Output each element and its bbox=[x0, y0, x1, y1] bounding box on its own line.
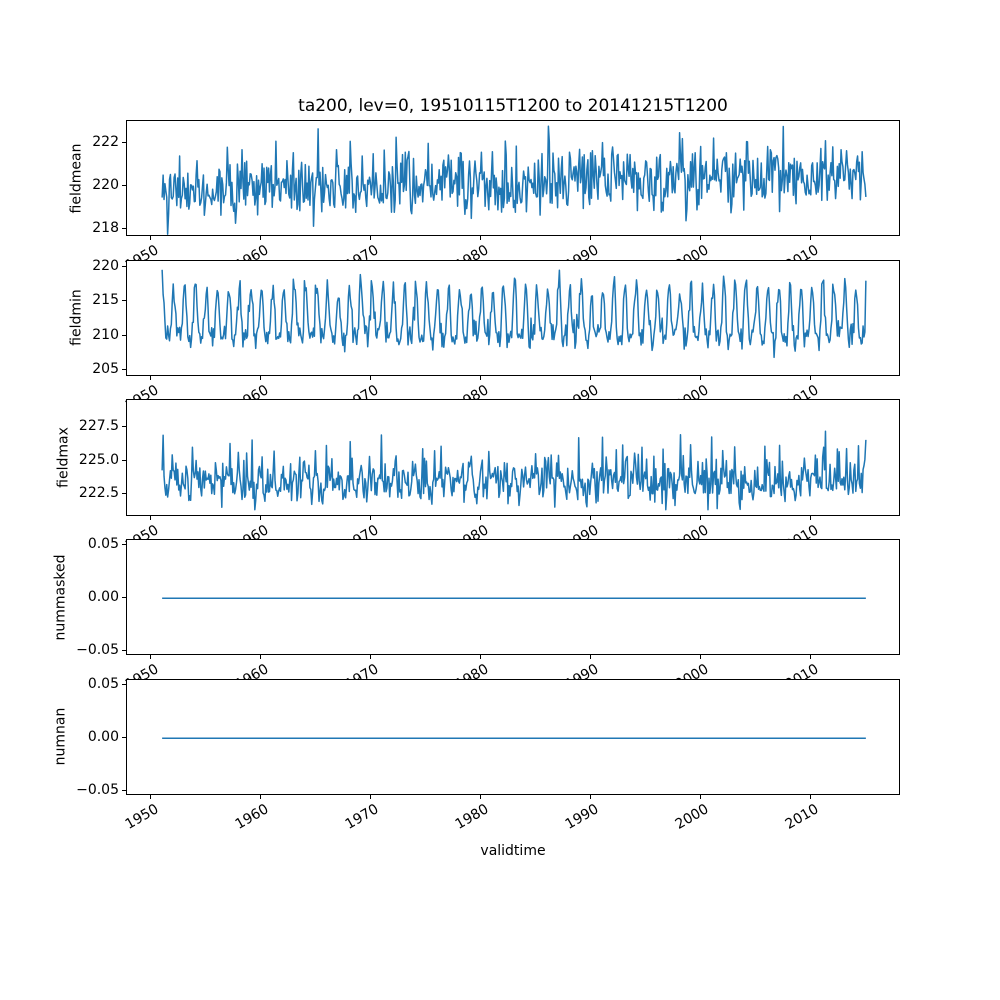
axes-fieldmean bbox=[126, 120, 900, 237]
x-tick-mark bbox=[259, 655, 261, 660]
axes-fieldmin bbox=[126, 259, 900, 377]
x-tick-label: 2000 bbox=[672, 801, 712, 833]
y-tick-mark bbox=[122, 141, 126, 143]
y-tick-mark bbox=[122, 684, 126, 685]
y-tick-mark bbox=[122, 736, 126, 738]
x-tick-mark bbox=[369, 795, 371, 800]
y-tick-mark bbox=[122, 459, 126, 461]
y-tick-mark bbox=[122, 650, 126, 652]
x-tick-label: 1990 bbox=[562, 801, 602, 833]
y-tick-label: −0.05 bbox=[76, 781, 119, 798]
axes-numnan bbox=[126, 678, 900, 796]
x-tick-mark bbox=[479, 655, 481, 660]
y-tick-label: 0.05 bbox=[87, 676, 119, 692]
y-tick-mark bbox=[122, 265, 126, 267]
y-tick-label: 0.05 bbox=[87, 536, 119, 553]
x-tick-mark bbox=[369, 376, 371, 381]
x-tick-label: 1950 bbox=[122, 801, 162, 833]
y-tick-mark bbox=[122, 493, 126, 494]
x-tick-label: 1960 bbox=[232, 801, 272, 833]
x-tick-mark bbox=[259, 795, 261, 800]
y-tick-label: 218 bbox=[92, 219, 119, 236]
y-tick-label: 220 bbox=[92, 176, 119, 193]
y-tick-label: 215 bbox=[92, 292, 119, 309]
x-tick-mark bbox=[590, 655, 592, 660]
x-tick-mark bbox=[479, 376, 481, 381]
y-tick-label: 210 bbox=[92, 326, 119, 343]
x-tick-mark bbox=[259, 236, 261, 241]
x-tick-mark bbox=[259, 515, 261, 520]
x-tick-label: 1980 bbox=[452, 801, 492, 833]
y-tick-mark bbox=[122, 227, 126, 229]
x-axis-label: validtime bbox=[480, 843, 546, 859]
x-tick-mark bbox=[700, 795, 702, 800]
x-tick-mark bbox=[810, 515, 812, 520]
line-plot-fieldmin bbox=[161, 269, 867, 358]
y-tick-mark bbox=[122, 789, 126, 791]
x-tick-mark bbox=[810, 376, 812, 381]
y-tick-label: 0.00 bbox=[87, 589, 119, 606]
x-tick-mark bbox=[810, 655, 812, 660]
y-tick-mark bbox=[122, 300, 126, 302]
y-tick-label: 220 bbox=[92, 257, 119, 274]
y-tick-label: 225.0 bbox=[78, 451, 119, 468]
x-tick-mark bbox=[700, 376, 702, 381]
x-tick-mark bbox=[590, 515, 592, 520]
data-line-fieldmin bbox=[161, 269, 867, 358]
figure-title: ta200, lev=0, 19510115T1200 to 20141215T… bbox=[298, 96, 728, 116]
x-tick-mark bbox=[259, 376, 261, 381]
x-tick-mark bbox=[149, 515, 151, 520]
y-tick-mark bbox=[122, 334, 126, 336]
x-tick-mark bbox=[369, 655, 371, 660]
x-tick-mark bbox=[369, 236, 371, 241]
y-tick-mark bbox=[122, 369, 126, 371]
x-tick-mark bbox=[700, 515, 702, 520]
x-tick-mark bbox=[149, 376, 151, 381]
x-tick-mark bbox=[590, 795, 592, 800]
y-tick-label: 227.5 bbox=[78, 418, 119, 435]
x-tick-mark bbox=[810, 236, 812, 241]
y-tick-label: 0.00 bbox=[87, 728, 119, 745]
x-tick-mark bbox=[810, 795, 812, 800]
line-plot-nummasked bbox=[162, 597, 866, 599]
x-tick-mark bbox=[590, 236, 592, 241]
x-tick-mark bbox=[590, 376, 592, 381]
data-line-fieldmax bbox=[161, 430, 867, 511]
x-tick-mark bbox=[700, 236, 702, 241]
x-tick-mark bbox=[149, 655, 151, 660]
x-tick-label: 1970 bbox=[342, 801, 382, 833]
x-tick-mark bbox=[479, 795, 481, 800]
x-tick-mark bbox=[149, 795, 151, 800]
y-tick-mark bbox=[122, 426, 126, 428]
y-tick-label: −0.05 bbox=[76, 642, 119, 659]
y-tick-mark bbox=[122, 544, 126, 546]
x-tick-mark bbox=[149, 236, 151, 241]
x-tick-mark bbox=[479, 236, 481, 241]
x-tick-label: 2010 bbox=[782, 801, 822, 833]
x-tick-mark bbox=[700, 655, 702, 660]
y-tick-label: 222 bbox=[92, 133, 119, 150]
line-plot-fieldmean bbox=[161, 125, 867, 235]
y-tick-label: 222.5 bbox=[78, 485, 119, 501]
axes-fieldmax bbox=[126, 399, 900, 516]
x-tick-mark bbox=[479, 515, 481, 520]
axes-nummasked bbox=[126, 539, 900, 656]
line-plot-numnan bbox=[162, 737, 866, 739]
y-tick-mark bbox=[122, 597, 126, 599]
x-tick-mark bbox=[369, 515, 371, 520]
y-tick-label: 205 bbox=[92, 361, 119, 378]
y-axis-label-fieldmin: fieldmin bbox=[68, 289, 85, 347]
line-plot-fieldmax bbox=[161, 430, 867, 511]
data-line-fieldmean bbox=[161, 125, 867, 235]
y-tick-mark bbox=[122, 184, 126, 186]
y-axis-label-numnan: numnan bbox=[52, 708, 69, 766]
